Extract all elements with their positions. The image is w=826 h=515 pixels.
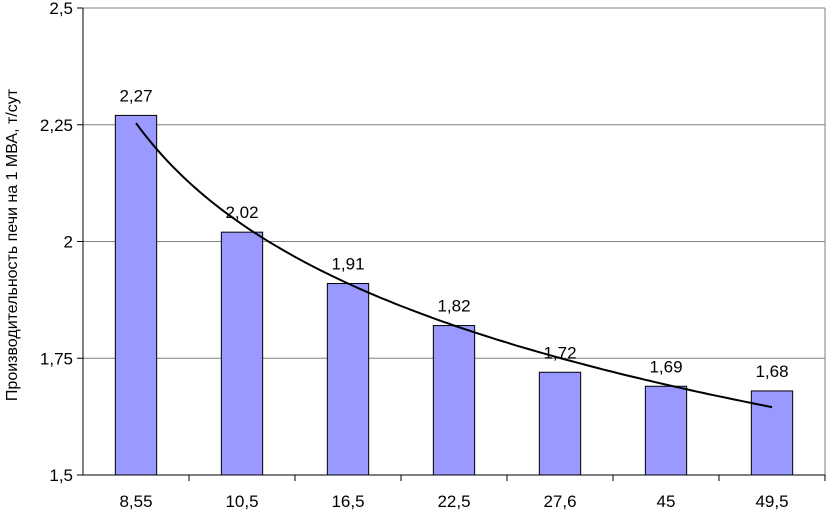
- data-label: 1,72: [543, 343, 576, 362]
- trendline: [135, 122, 773, 409]
- y-axis-label: Производительность печи на 1 МВА, т/сут: [4, 88, 21, 401]
- x-tick-label: 45: [657, 492, 676, 511]
- x-tick-label: 16,5: [331, 492, 364, 511]
- x-tick-label: 27,6: [543, 492, 576, 511]
- x-tick-label: 10,5: [225, 492, 258, 511]
- axes: [77, 7, 826, 481]
- bar: [220, 231, 264, 476]
- bar: [644, 385, 688, 476]
- y-tick-label: 2,5: [49, 0, 73, 18]
- data-labels: 2,27 2,02 1,91 1,82 1,72 1,69 1,68: [119, 86, 788, 381]
- y-tick-label: 1,75: [40, 349, 73, 368]
- bar: [114, 114, 158, 476]
- bar: [538, 371, 582, 476]
- data-label: 1,68: [755, 362, 788, 381]
- x-tick-label: 8,55: [119, 492, 152, 511]
- data-label: 1,69: [649, 357, 682, 376]
- y-tick-label: 2,25: [40, 116, 73, 135]
- grid-lines: [83, 7, 826, 475]
- data-label: 2,02: [225, 203, 258, 222]
- x-tick-label: 49,5: [755, 492, 788, 511]
- bar: [326, 283, 370, 476]
- bar: [432, 325, 476, 476]
- x-tick-labels: 8,55 10,5 16,5 22,5 27,6 45 49,5: [119, 492, 788, 511]
- x-tick-label: 22,5: [437, 492, 470, 511]
- bars: [114, 114, 794, 476]
- y-tick-label: 2: [64, 233, 73, 252]
- data-label: 1,82: [437, 297, 470, 316]
- data-label: 1,91: [331, 255, 364, 274]
- y-tick-labels: 1,5 1,75 2 2,25 2,5: [40, 0, 73, 485]
- y-tick-label: 1,5: [49, 466, 73, 485]
- data-label: 2,27: [119, 86, 152, 105]
